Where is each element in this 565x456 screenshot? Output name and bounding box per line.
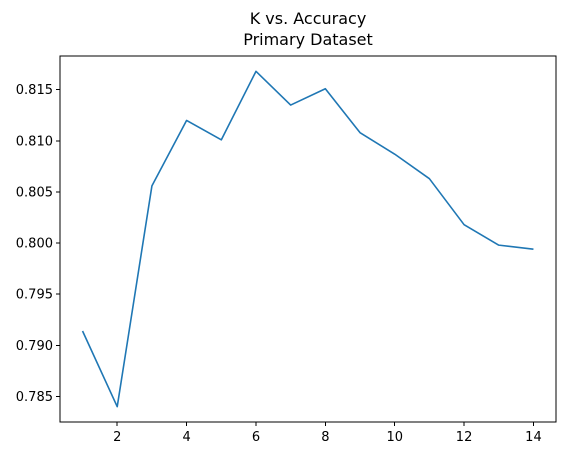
- chart-title: K vs. Accuracy: [250, 9, 367, 28]
- y-tick-label: 0.815: [16, 83, 53, 98]
- x-tick-label: 4: [182, 430, 190, 445]
- x-tick-label: 6: [252, 430, 260, 445]
- plot-area: 2 4 6 8 10 12 14 0.785 0.790 0.795 0.800 0.805 0.810…: [16, 55, 557, 445]
- x-tick-label: 2: [113, 430, 121, 445]
- x-tick-label: 10: [386, 430, 403, 445]
- x-tick-label: 12: [456, 430, 473, 445]
- x-tick-label: 14: [525, 430, 542, 445]
- x-tick-label: 8: [321, 430, 329, 445]
- y-tick-label: 0.810: [16, 134, 53, 149]
- y-tick-label: 0.805: [16, 185, 53, 200]
- plot-frame: [59, 55, 557, 423]
- y-tick-label: 0.785: [16, 390, 53, 405]
- chart-subtitle: Primary Dataset: [243, 30, 373, 49]
- y-tick-label: 0.795: [16, 288, 53, 303]
- y-tick-label: 0.800: [16, 237, 53, 252]
- y-tick-label: 0.790: [16, 339, 53, 354]
- series-line-0: [81, 70, 534, 408]
